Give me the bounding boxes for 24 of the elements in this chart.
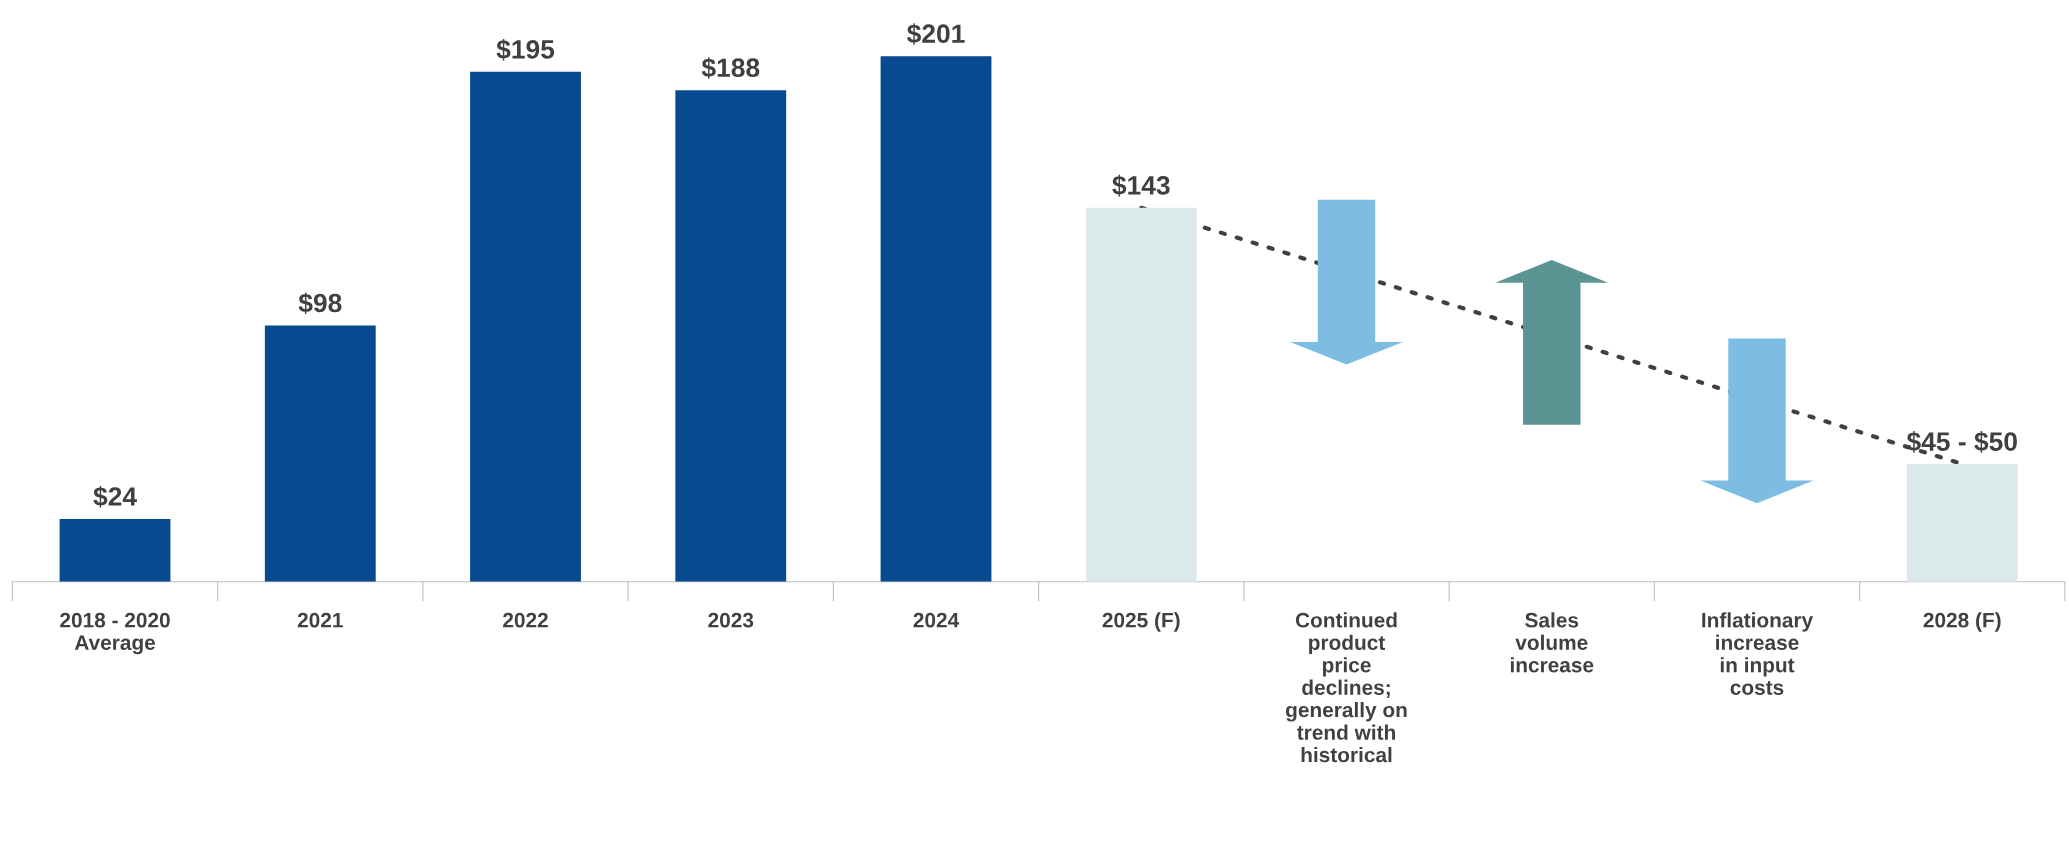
data-label: $98 [298,292,342,315]
data-label: $143 [1112,174,1170,197]
x-tick-label: Continued product price declines; generally on trend with historical [1286,612,1407,763]
bar [1906,464,2018,582]
data-label: $24 [93,486,137,508]
x-tick-label: 2022 [503,612,548,628]
bar [59,518,171,582]
bar [470,71,581,582]
data-label: $45 - $50 [1906,431,2017,453]
x-tick-label: 2024 [913,612,960,628]
bar [264,325,376,582]
x-tick-label: Sales volume increase [1510,612,1594,673]
bar [880,56,992,582]
x-tick-label: Inflationary increase in input costs [1702,612,1814,695]
data-label: $188 [701,57,760,79]
x-tick-label: 2023 [708,612,754,628]
bar [1085,207,1197,582]
x-tick-label: 2025 (F) [1102,612,1180,632]
data-label: $201 [907,23,965,45]
bar [675,90,787,582]
x-tick-label: 2018 - 2020 Average [60,612,170,655]
x-tick-label: 2028 (F) [1923,612,2001,632]
x-tick-label: 2021 [297,612,343,628]
data-label: $195 [496,38,555,61]
